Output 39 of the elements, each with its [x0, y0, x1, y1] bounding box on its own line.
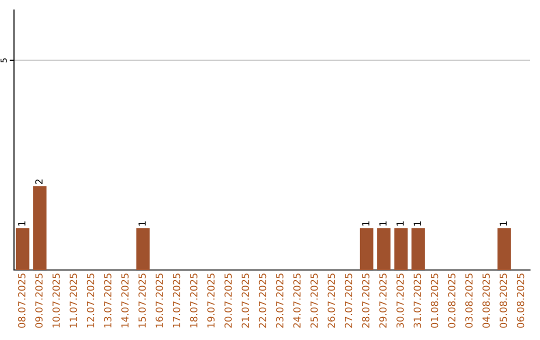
x-tick-label: 15.07.2025 [138, 274, 146, 328]
data-label: 1 [18, 221, 26, 226]
x-tick-label: 27.07.2025 [344, 274, 352, 328]
x-tick-label: 24.07.2025 [293, 274, 301, 328]
x-tick-label: 04.08.2025 [482, 274, 490, 328]
x-tick-label: 21.07.2025 [242, 274, 250, 328]
data-label: 1 [500, 221, 507, 226]
data-label: 1 [379, 221, 386, 226]
x-tick-label: 01.08.2025 [430, 274, 438, 328]
x-tick-label: 02.08.2025 [448, 274, 456, 328]
x-tick-label: 16.07.2025 [156, 274, 164, 328]
x-tick-label: 09.07.2025 [35, 274, 43, 328]
data-label: 1 [396, 221, 404, 226]
x-tick-label: 17.07.2025 [172, 274, 180, 328]
x-tick-label: 18.07.2025 [190, 274, 198, 328]
x-tick-label: 08.07.2025 [18, 274, 26, 328]
x-tick-label: 29.07.2025 [379, 274, 387, 328]
x-tick-label: 30.07.2025 [396, 274, 404, 328]
x-tick-label: 23.07.2025 [276, 274, 284, 328]
x-tick-label: 19.07.2025 [207, 274, 215, 328]
x-tick-label: 03.08.2025 [465, 274, 473, 328]
x-tick-label: 06.08.2025 [516, 274, 524, 328]
x-tick-label: 14.07.2025 [121, 274, 129, 328]
y-tick-label: 5 [0, 58, 7, 62]
x-tick-label: 25.07.2025 [310, 274, 318, 328]
x-tick-label: 26.07.2025 [328, 274, 336, 328]
data-label: 1 [414, 221, 421, 226]
data-label: 1 [138, 221, 146, 226]
x-tick-label: 28.07.2025 [362, 274, 370, 328]
x-tick-label: 05.08.2025 [500, 274, 508, 328]
x-tick-label: 11.07.2025 [70, 274, 78, 328]
x-tick-label: 13.07.2025 [104, 274, 112, 328]
x-tick-label: 10.07.2025 [52, 274, 60, 328]
data-label: 1 [362, 221, 370, 226]
x-tick-label: 22.07.2025 [258, 274, 266, 328]
data-label: 2 [35, 180, 42, 184]
x-tick-label: 12.07.2025 [86, 274, 94, 328]
x-tick-label: 20.07.2025 [224, 274, 232, 328]
x-tick-label: 31.07.2025 [414, 274, 422, 328]
